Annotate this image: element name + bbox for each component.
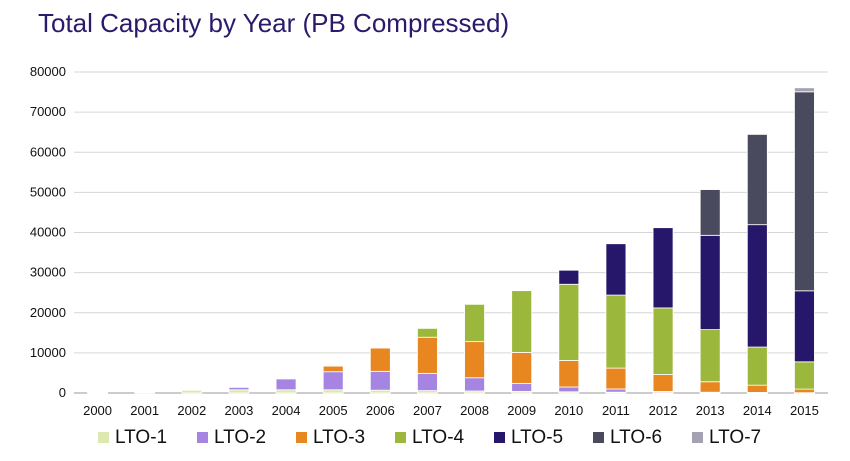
legend-label: LTO-7 [709, 427, 761, 448]
bar-segment-lto-2 [558, 386, 580, 393]
bar-segment-lto-1 [87, 392, 108, 394]
y-tick-label: 60000 [30, 144, 66, 159]
x-tick-label: 2014 [743, 403, 772, 418]
legend-label: LTO-5 [511, 427, 563, 448]
y-tick-label: 30000 [30, 265, 66, 280]
bar-segment-lto-3 [558, 360, 580, 388]
x-tick-label: 2005 [319, 403, 348, 418]
y-tick-label: 50000 [30, 184, 66, 199]
y-tick-label: 0 [59, 385, 66, 400]
x-tick-label: 2015 [790, 403, 819, 418]
legend-label: LTO-1 [115, 427, 167, 448]
bar-segment-lto-3 [322, 365, 344, 373]
bar-segment-lto-5 [652, 227, 674, 309]
x-tick-label: 2010 [554, 403, 583, 418]
bar-segment-lto-3 [369, 347, 391, 372]
bar-segment-lto-7 [794, 87, 815, 93]
x-tick-label: 2011 [602, 403, 630, 418]
bar-segment-lto-6 [746, 133, 768, 226]
bar-segment-lto-3 [699, 381, 721, 393]
bar-segment-lto-1 [275, 389, 297, 394]
y-tick-label: 40000 [30, 225, 66, 240]
x-tick-label: 2012 [649, 403, 678, 418]
bar-segment-lto-5 [605, 243, 627, 296]
bar-segment-lto-1 [322, 389, 344, 394]
legend-label: LTO-2 [214, 427, 266, 448]
bar-segment-lto-3 [605, 367, 627, 390]
bar-segment-lto-5 [746, 224, 768, 348]
y-tick-label: 70000 [30, 104, 66, 119]
y-tick-label: 20000 [30, 305, 66, 320]
legend-label: LTO-6 [610, 427, 662, 448]
bar-segment-lto-3 [746, 384, 768, 393]
bar-segment-lto-4 [605, 294, 627, 369]
legend-label: LTO-3 [313, 427, 365, 448]
legend-swatch [197, 432, 208, 443]
x-tick-label: 2009 [507, 403, 536, 418]
x-tick-label: 2007 [413, 403, 442, 418]
bar-segment-lto-5 [558, 269, 580, 285]
bar-segment-lto-4 [652, 307, 674, 375]
bar-segment-lto-3 [794, 388, 815, 394]
bar-segment-lto-2 [228, 386, 250, 391]
legend-swatch [395, 432, 406, 443]
x-tick-label: 2001 [130, 403, 159, 418]
bar-segment-lto-4 [746, 346, 768, 386]
bar-segment-lto-2 [464, 377, 485, 392]
bar-segment-lto-2 [417, 372, 438, 391]
bar-segment-lto-1 [134, 391, 156, 394]
bar-segment-lto-2 [605, 388, 627, 393]
legend-swatch [593, 432, 604, 443]
bar-segment-lto-2 [511, 382, 533, 392]
bar-segment-lto-3 [464, 341, 485, 379]
bar-segment-lto-5 [699, 234, 721, 331]
x-tick-label: 2006 [366, 403, 395, 418]
x-tick-label: 2002 [177, 403, 206, 418]
y-tick-label: 10000 [30, 345, 66, 360]
bar-segment-lto-4 [699, 329, 721, 383]
bar-segment-lto-1 [369, 389, 391, 394]
bar-segment-lto-4 [511, 290, 533, 353]
legend-swatch [692, 432, 703, 443]
y-tick-label: 80000 [30, 64, 66, 79]
bar-segment-lto-6 [794, 91, 815, 292]
x-tick-label: 2008 [460, 403, 489, 418]
bar-segment-lto-1 [228, 389, 250, 394]
bar-segment-lto-6 [699, 189, 721, 236]
legend-swatch [494, 432, 505, 443]
bar-segment-lto-4 [417, 327, 438, 338]
bar-segment-lto-2 [369, 370, 391, 391]
bar-segment-lto-2 [275, 378, 297, 391]
x-tick-label: 2003 [224, 403, 253, 418]
x-tick-label: 2004 [272, 403, 301, 418]
legend-swatch [296, 432, 307, 443]
bar-segment-lto-3 [652, 374, 674, 392]
bar-segment-lto-4 [794, 361, 815, 390]
bar-segment-lto-2 [322, 371, 344, 391]
bar-segment-lto-3 [417, 336, 438, 374]
bar-segment-lto-1 [181, 389, 203, 394]
bar-segment-lto-4 [464, 303, 485, 343]
x-tick-label: 2000 [83, 403, 112, 418]
chart-title: Total Capacity by Year (PB Compressed) [38, 8, 510, 38]
legend-label: LTO-4 [412, 427, 465, 448]
bar-segment-lto-4 [558, 283, 580, 361]
x-tick-label: 2013 [696, 403, 725, 418]
bar-segment-lto-3 [511, 352, 533, 384]
bar-segment-lto-5 [794, 290, 815, 363]
legend-swatch [98, 432, 109, 443]
